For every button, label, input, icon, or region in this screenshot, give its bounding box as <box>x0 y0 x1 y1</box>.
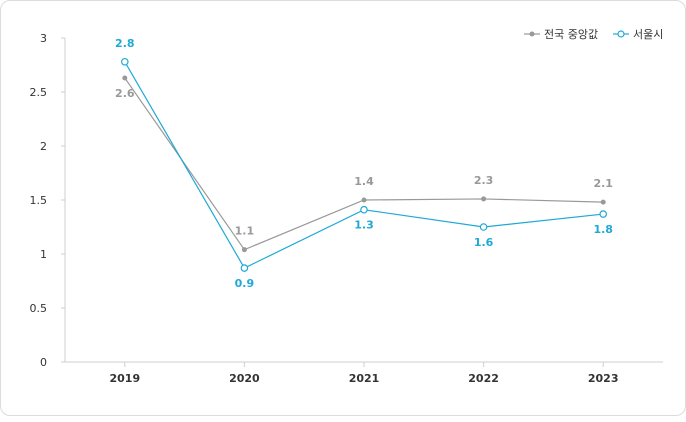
data-label: 1.4 <box>354 175 374 188</box>
y-tick-label: 0 <box>40 356 47 369</box>
legend: 전국 중앙값 서울시 <box>524 28 663 41</box>
y-tick-label: 0.5 <box>30 302 48 315</box>
series-line <box>124 61 604 269</box>
y-tick-label: 1.5 <box>30 194 48 207</box>
data-point <box>599 210 608 218</box>
data-label: 1.8 <box>593 223 613 236</box>
data-point <box>361 197 367 203</box>
data-point <box>122 75 128 81</box>
legend-label: 전국 중앙값 <box>544 28 598 41</box>
x-axis-ticks: 2019 2020 2021 2022 2023 <box>109 362 619 385</box>
data-label: 2.1 <box>593 177 613 190</box>
y-axis-ticks: 0 0.5 1 1.5 2 2.5 3 <box>30 32 65 369</box>
legend-label: 서울시 <box>633 28 663 41</box>
data-point <box>121 57 129 66</box>
x-tick-label: 2023 <box>588 372 619 385</box>
y-tick-label: 3 <box>40 32 47 45</box>
data-point <box>240 264 249 272</box>
data-label: 2.8 <box>115 37 135 50</box>
x-tick-label: 2021 <box>349 372 380 385</box>
x-tick-label: 2022 <box>468 372 499 385</box>
data-label: 2.3 <box>474 174 494 187</box>
legend-marker <box>529 31 535 37</box>
data-label: 1.1 <box>235 225 255 238</box>
y-tick-label: 2 <box>40 140 47 153</box>
data-label: 0.9 <box>235 277 255 290</box>
y-tick-label: 2.5 <box>30 86 48 99</box>
data-label: 1.3 <box>354 219 374 232</box>
data-point <box>479 223 488 231</box>
data-point <box>600 199 606 205</box>
series-group: 2.6 1.1 1.4 2.3 2.1 2.8 0.9 1.3 1.6 1.8 <box>115 37 613 290</box>
data-label: 2.6 <box>115 87 135 100</box>
x-tick-label: 2019 <box>109 372 140 385</box>
data-point <box>481 196 487 202</box>
y-tick-label: 1 <box>40 248 47 261</box>
legend-marker <box>617 30 625 38</box>
data-label: 1.6 <box>474 236 494 249</box>
x-tick-label: 2020 <box>229 372 260 385</box>
data-point <box>360 205 368 214</box>
data-point <box>241 247 247 253</box>
